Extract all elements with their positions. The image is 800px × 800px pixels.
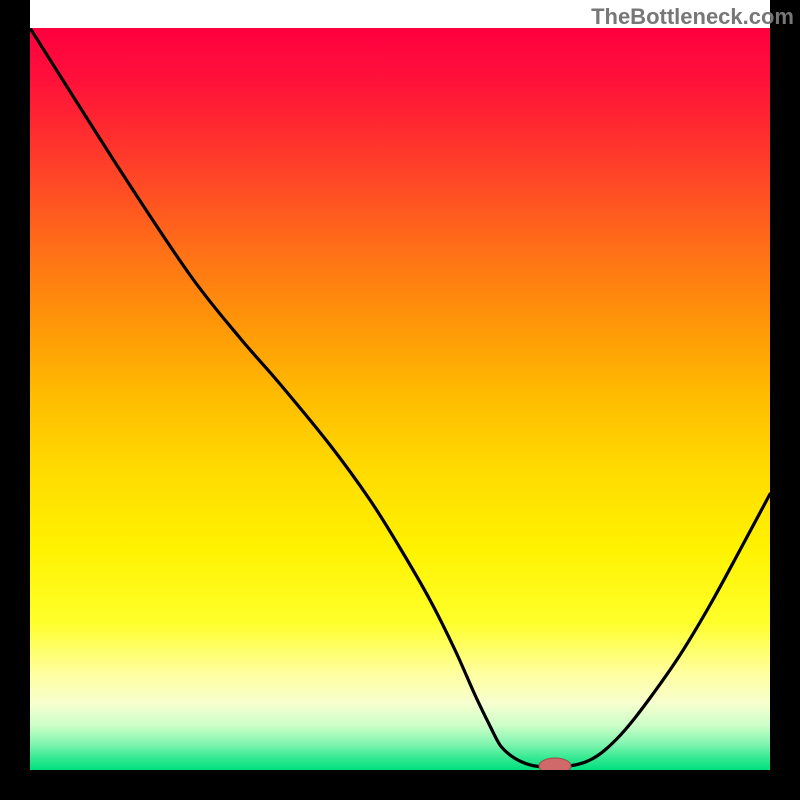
chart-border-bottom bbox=[0, 770, 800, 800]
watermark-text: TheBottleneck.com bbox=[591, 4, 794, 29]
bottleneck-chart: TheBottleneck.com bbox=[0, 0, 800, 800]
chart-border-left bbox=[0, 0, 30, 800]
gradient-background bbox=[30, 28, 770, 770]
chart-border-right bbox=[770, 0, 800, 800]
